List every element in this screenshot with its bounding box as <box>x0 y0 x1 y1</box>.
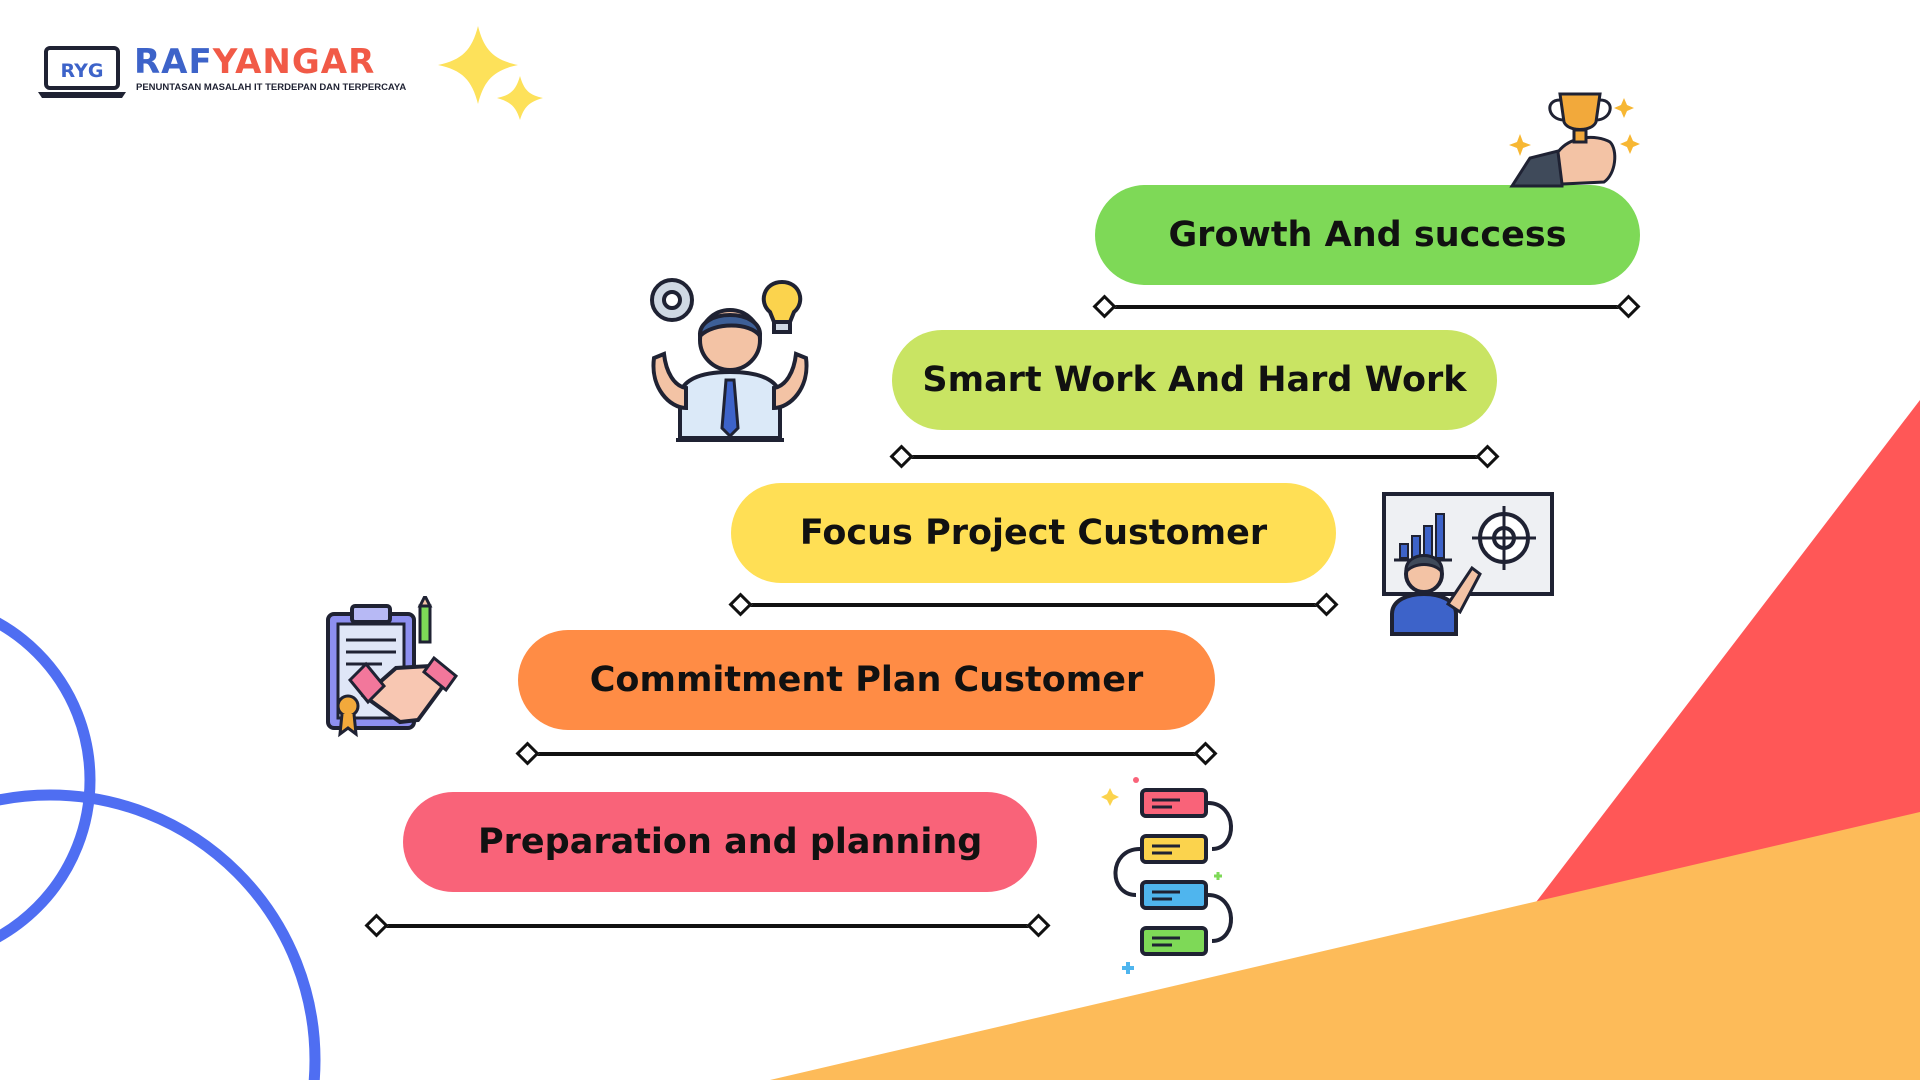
trophy-hand-icon <box>1509 92 1640 188</box>
brand-name: RAFYANGAR <box>134 42 375 82</box>
workflow-cards-icon <box>1101 777 1233 974</box>
presenter-target-chart-icon <box>1382 492 1554 636</box>
sparkle-icon <box>438 26 543 120</box>
step-baseline-preparation <box>364 912 1051 938</box>
businessman-ideas-icon <box>650 278 809 442</box>
logo-abbreviation: RYG <box>60 60 104 82</box>
brand-name-primary: RAF <box>134 42 213 82</box>
step-baseline-growth <box>1092 293 1641 319</box>
orange-wedge-decoration <box>770 812 1920 1080</box>
step-pill-focus-project: Focus Project Customer <box>731 483 1336 583</box>
step-pill-smart-work: Smart Work And Hard Work <box>892 330 1497 430</box>
brand-tagline: PENUNTASAN MASALAH IT TERDEPAN DAN TERPE… <box>136 82 407 93</box>
step-baseline-commitment <box>515 740 1218 766</box>
step-pill-growth: Growth And success <box>1095 185 1640 285</box>
step-baseline-focus-project <box>728 591 1339 617</box>
step-baseline-smart-work <box>889 443 1500 469</box>
laptop-logo-icon <box>38 46 126 98</box>
step-pill-preparation: Preparation and planning <box>403 792 1037 892</box>
brand-name-accent: YANGAR <box>212 42 376 82</box>
blue-arc-decoration <box>0 617 321 1080</box>
handshake-contract-icon <box>326 596 459 738</box>
step-pill-commitment: Commitment Plan Customer <box>518 630 1215 730</box>
